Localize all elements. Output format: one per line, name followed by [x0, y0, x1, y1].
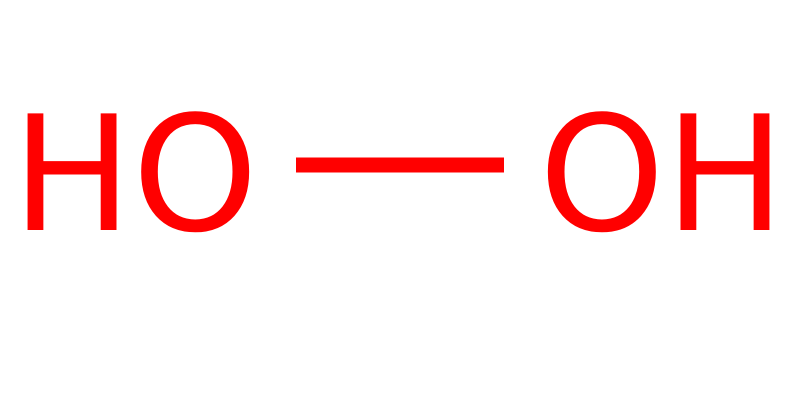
atom-label-left: HO	[12, 81, 258, 268]
atom-label-right: OH	[539, 81, 785, 268]
